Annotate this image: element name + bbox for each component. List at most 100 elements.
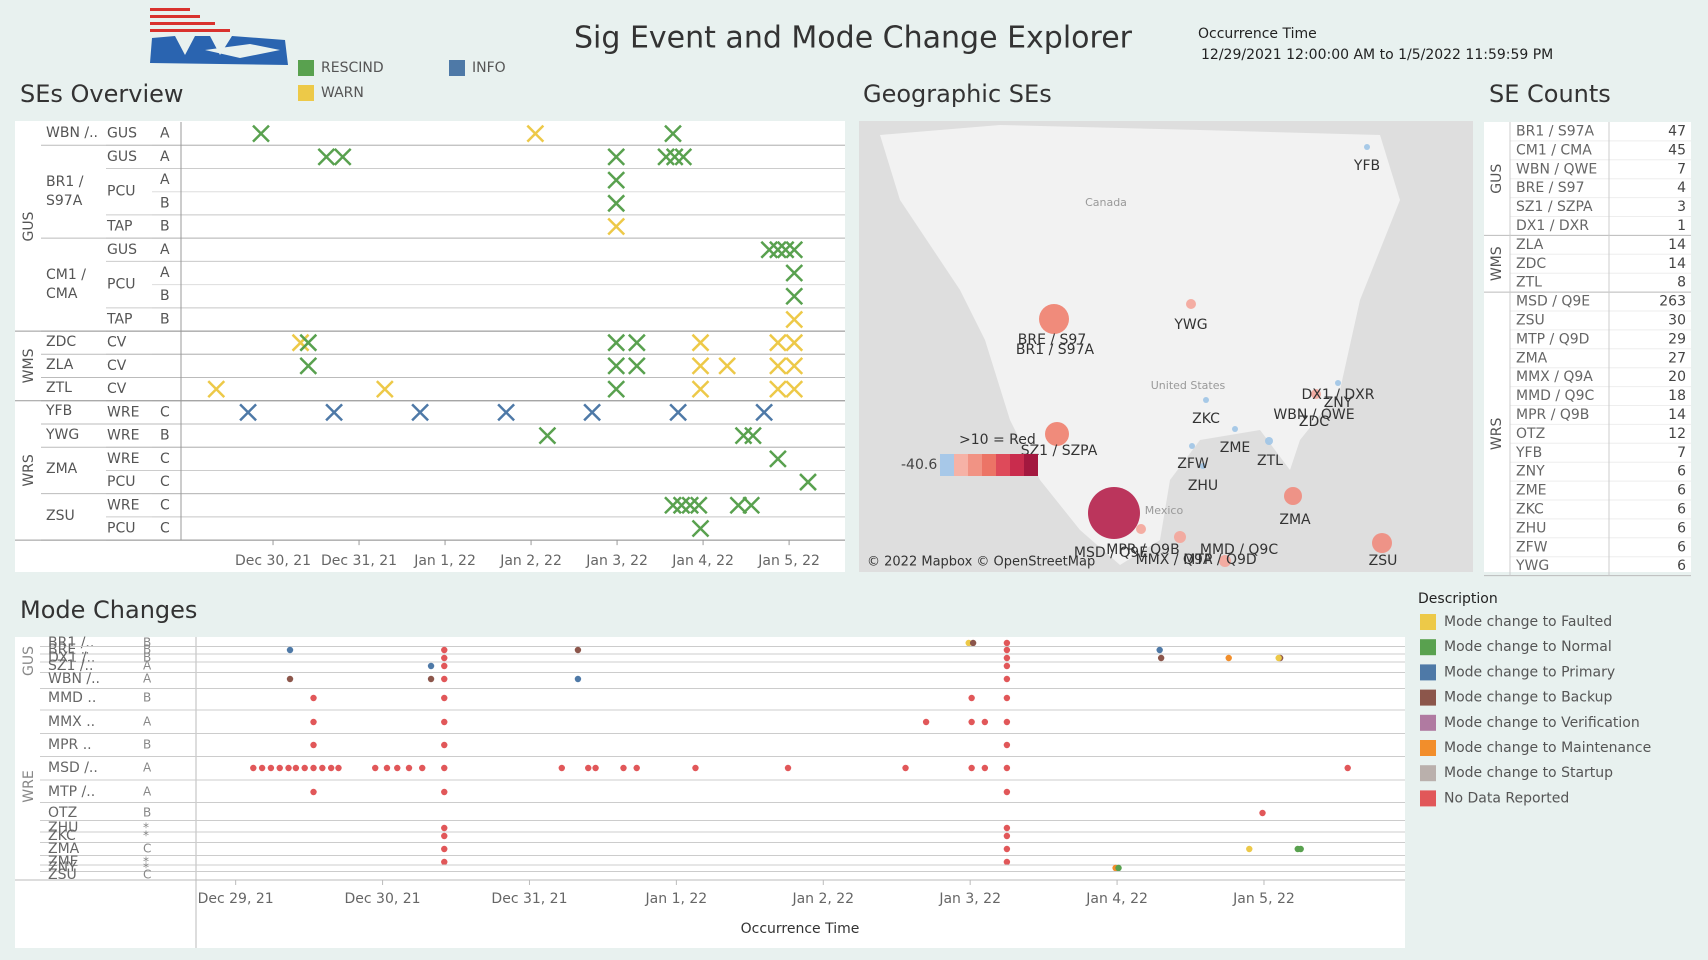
count-name: CM1 / CMA [1516, 142, 1592, 158]
legend-label: Mode change to Faulted [1444, 614, 1612, 630]
panel [15, 121, 845, 572]
x-mark [607, 194, 626, 213]
map-bubble [1311, 389, 1321, 399]
level-label: C [160, 404, 170, 420]
sub-label: PCU [107, 474, 135, 490]
count-value: 6 [1677, 483, 1686, 499]
level-label: B [143, 643, 151, 657]
map-bubble [1284, 487, 1302, 505]
x-mark [776, 240, 795, 259]
x-mark [317, 147, 336, 166]
x-mark [333, 147, 352, 166]
color-ramp [982, 454, 996, 476]
count-name: MPR / Q9B [1516, 407, 1589, 423]
dot [394, 764, 401, 772]
x-mark [607, 380, 626, 399]
count-name: YFB [1515, 445, 1542, 461]
row-label: MSD /.. [48, 760, 98, 776]
x-mark [785, 240, 804, 259]
logo [150, 8, 288, 65]
x-mark [785, 287, 804, 306]
legend-swatch [1420, 765, 1436, 782]
dot [585, 764, 592, 772]
legend-swatch [1420, 664, 1436, 681]
time-label: Occurrence Time [1198, 26, 1317, 42]
level-label: A [143, 761, 152, 775]
level-label: A [143, 715, 152, 729]
level-label: B [143, 636, 151, 650]
level-label: B [143, 738, 151, 752]
sub-label: CV [107, 358, 127, 374]
level-label: B [160, 219, 170, 235]
level-label: * [143, 855, 149, 869]
dot [1003, 764, 1011, 772]
dot [1003, 662, 1011, 670]
map-bubble [1088, 487, 1140, 539]
x-mark [785, 357, 804, 375]
level-label: C [160, 497, 170, 513]
dot [1003, 654, 1011, 662]
row-label: ZSU [48, 867, 77, 883]
x-mark [239, 403, 257, 422]
row-label: ZKC [48, 828, 76, 844]
row-label: ZMA [48, 841, 80, 857]
map-label: MMX / Q9A [1136, 552, 1213, 568]
map-label: WBN / QWE [1273, 407, 1354, 423]
dot [441, 764, 448, 772]
dot [327, 764, 335, 772]
dot [441, 824, 448, 832]
x-mark [669, 403, 688, 422]
x-tick-label: Dec 31, 21 [321, 553, 397, 569]
row-label: MTP /.. [48, 784, 95, 800]
map-label: YFB [1353, 158, 1380, 174]
count-value: 8 [1677, 275, 1686, 291]
dot [922, 718, 930, 726]
dot [1344, 764, 1351, 772]
dot [441, 845, 448, 853]
count-value: 30 [1668, 312, 1686, 328]
se-label: WBN /.. [46, 124, 98, 141]
count-name: ZNY [1516, 464, 1545, 480]
map-legend-title: >10 = Red [959, 432, 1036, 448]
x-mark [411, 403, 429, 422]
dot [441, 694, 448, 702]
level-label: * [143, 829, 149, 843]
x-mark [742, 496, 761, 515]
se-label: CM1 / CMA [46, 266, 86, 302]
dot [784, 764, 792, 772]
se-label: ZMA [46, 461, 78, 478]
land [880, 125, 1400, 565]
map-bubble [1039, 304, 1069, 334]
level-label: C [143, 868, 151, 882]
dot [968, 694, 975, 702]
dot [427, 675, 435, 683]
x-mark [665, 147, 684, 166]
count-value: 47 [1668, 123, 1686, 139]
sub-label: CV [107, 335, 127, 351]
map-credit: © 2022 Mapbox © OpenStreetMap [867, 555, 1095, 570]
legend-label: Mode change to Normal [1444, 639, 1612, 655]
legend-swatch [1420, 639, 1436, 656]
legend-label: Mode change to Maintenance [1444, 740, 1651, 756]
level-label: A [160, 242, 170, 258]
sub-label: TAP [106, 311, 132, 327]
count-value: 6 [1677, 520, 1686, 536]
sub-label: PCU [107, 521, 135, 537]
dot [1275, 654, 1282, 662]
level-label: B [143, 806, 151, 820]
row-label: MMD .. [48, 690, 96, 706]
dot [286, 675, 294, 683]
map-label: YWG [1173, 317, 1207, 333]
count-value: 6 [1677, 558, 1686, 574]
dot [405, 764, 413, 772]
legend-swatch [1420, 714, 1436, 731]
level-label: B [160, 311, 170, 327]
dot [620, 764, 627, 772]
dot [902, 764, 909, 772]
map-bubble [1265, 437, 1273, 445]
x-tick-label: Jan 3, 22 [938, 891, 1001, 907]
x-mark [299, 357, 318, 375]
count-name: BRE / S97 [1516, 180, 1585, 196]
row-label: MPR .. [48, 737, 92, 753]
x-mark [681, 496, 700, 515]
